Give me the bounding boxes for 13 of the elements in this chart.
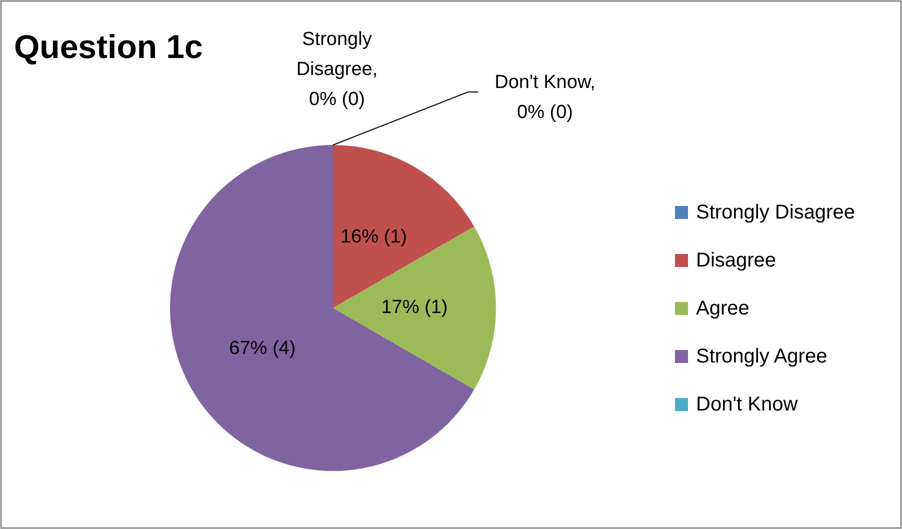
pie-slice bbox=[170, 145, 474, 471]
data-label: 17% (1) bbox=[381, 297, 448, 318]
legend-label: Disagree bbox=[696, 249, 776, 272]
legend-label: Agree bbox=[696, 297, 750, 320]
text: Strongly Disagree, 0% (0) bbox=[296, 29, 378, 110]
legend-label: Strongly Disagree bbox=[696, 201, 855, 224]
legend-label: Don't Know bbox=[696, 393, 798, 416]
data-label: 67% (4) bbox=[229, 338, 296, 359]
text: Don't Know, 0% (0) bbox=[494, 72, 596, 123]
data-label: 16% (1) bbox=[340, 226, 408, 248]
legend-label: Strongly Agree bbox=[696, 345, 828, 368]
chart-title: Question 1c bbox=[14, 28, 203, 65]
pie-slice bbox=[333, 226, 496, 390]
